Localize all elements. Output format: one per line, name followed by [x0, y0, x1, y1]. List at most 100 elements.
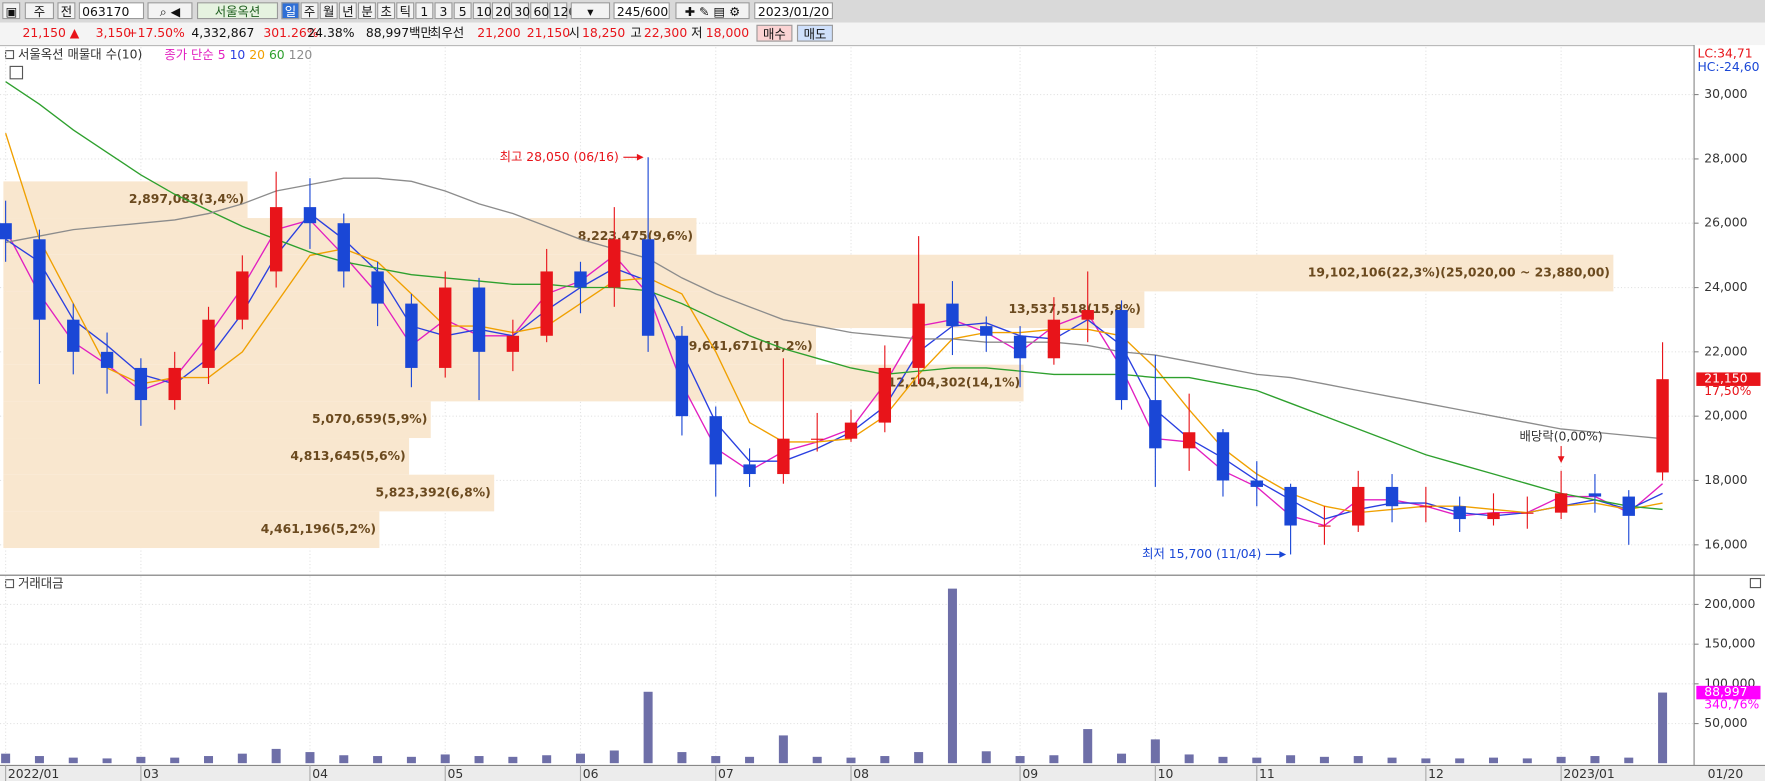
volume-bar [1015, 756, 1025, 764]
y-tick-label: 30,000 [1704, 87, 1747, 101]
code-input[interactable]: 063170 [78, 2, 145, 19]
volume-bar [1522, 758, 1532, 764]
annotation: 최고 28,050 (06/16) [500, 150, 619, 164]
price-tag-label: 21,150 [1704, 372, 1747, 386]
volume-bar [34, 756, 44, 764]
toolbar-button[interactable]: 년 [338, 2, 357, 19]
sell-button[interactable]: 매도 [796, 24, 833, 42]
candle-body [168, 367, 181, 401]
y-tick-label: 24,000 [1704, 280, 1747, 294]
annotation-arrowhead [1279, 551, 1287, 558]
candle-body [574, 271, 587, 288]
candle-body [946, 303, 959, 327]
candle-body [134, 367, 148, 401]
table-icon[interactable] [9, 65, 24, 80]
date-input[interactable]: 2023/01/20 [754, 2, 833, 19]
toolbar-button[interactable]: 10 [472, 2, 492, 19]
toolbar-button[interactable]: 초 [377, 2, 396, 19]
volume-bar [846, 757, 856, 764]
candle-body [811, 438, 824, 440]
type-select[interactable]: 전 [57, 2, 76, 19]
toolbar-button[interactable]: 주 [300, 2, 319, 19]
volume-bar [68, 757, 78, 764]
volume-tag-label: 88,997 [1704, 685, 1747, 699]
volume-bar [880, 756, 890, 764]
ma-line [5, 177, 1663, 440]
volume-bar [1319, 756, 1329, 764]
toolbar-button[interactable]: 60 [530, 2, 549, 19]
close-icon[interactable] [1749, 578, 1762, 589]
y-tick-label: 200,000 [1704, 597, 1755, 611]
market-select[interactable]: 주 [24, 2, 55, 19]
stock-name[interactable]: 서울옥션 [196, 2, 279, 19]
volume-bar [102, 758, 112, 764]
buy-button[interactable]: 매수 [756, 24, 793, 42]
search-button[interactable]: ⌕ ◀ [147, 2, 193, 19]
volume-bar [1387, 757, 1397, 764]
candle-body [844, 422, 858, 439]
toolbar-button[interactable]: 분 [357, 2, 376, 19]
volume-profile-label: 5,823,392(6,8%) [376, 486, 491, 500]
toolbar-button[interactable]: 5 [453, 2, 472, 19]
x-tick-label: 12 [1428, 767, 1444, 781]
candle-body [1115, 310, 1128, 401]
toolbar-button[interactable]: 3 [434, 2, 453, 19]
volume-bar [170, 757, 180, 764]
legend-entry: 5 [218, 48, 226, 62]
volume-bar [1658, 692, 1668, 764]
toolbar-button[interactable]: 20 [491, 2, 511, 19]
candle-body [743, 464, 756, 475]
candle-body [641, 239, 655, 336]
volume-ratio: 301.26% [263, 25, 319, 41]
x-tick-label: 06 [583, 767, 599, 781]
toolbar-button[interactable]: 120 [549, 2, 576, 19]
toolbar-button[interactable]: 일 [281, 2, 300, 19]
volume-bar [677, 752, 687, 764]
candle-body [1318, 525, 1331, 527]
tool-icons[interactable]: ✚ ✎ ▤ ⚙ [675, 2, 750, 19]
candle-body [912, 303, 925, 368]
volume-bar [812, 756, 822, 764]
volume-profile-bar [3, 291, 1145, 329]
volume-bar [1252, 757, 1262, 764]
candle-body [1385, 486, 1399, 507]
candle-body [777, 438, 790, 475]
volume-bar [711, 756, 721, 764]
volume-bar [1117, 753, 1127, 764]
volume-bar [1455, 758, 1465, 764]
volume-bar [1590, 756, 1600, 764]
candle-body [236, 271, 249, 320]
count-input[interactable]: 245/600 [613, 2, 670, 19]
candle-body [1352, 486, 1365, 526]
volume-profile-label: 4,813,645(5,6%) [290, 449, 405, 463]
x-tick-label: 08 [853, 767, 869, 781]
volume-bar [406, 756, 416, 764]
menu-button[interactable]: ▣ [2, 2, 21, 19]
candle-body [67, 319, 80, 352]
panel-icon [5, 50, 15, 60]
toolbar-button[interactable]: 월 [319, 2, 338, 19]
volume-bar [1624, 757, 1634, 764]
volume-bar [1286, 755, 1296, 764]
interval-select[interactable]: ▾ [570, 2, 611, 19]
candle-body [1487, 512, 1500, 520]
candle-body [506, 335, 520, 352]
volume-profile-label: 19,102,106(22,3%)(25,020,00 ~ 23,880,00) [1308, 266, 1610, 280]
volume-bar [1, 753, 11, 764]
volume-bar [914, 752, 924, 764]
candle-body [1047, 319, 1061, 359]
volume-bar [778, 735, 788, 764]
toolbar-button[interactable]: 30 [511, 2, 530, 19]
candle-body [472, 287, 486, 352]
toolbar-button[interactable]: 1 [415, 2, 434, 19]
y-tick-label: 18,000 [1704, 473, 1747, 487]
panel-icon [5, 579, 15, 589]
chart: 2022/01 03 04 05 06 07 08 09 10 11 12 2023/01 01/20 1… [0, 45, 1765, 781]
annotation: 배당락(0,00%) [1520, 430, 1603, 444]
volume-profile-bar [3, 364, 1024, 402]
x-end-label: 01/20 [1708, 767, 1744, 781]
toolbar-button[interactable]: 틱 [396, 2, 415, 19]
